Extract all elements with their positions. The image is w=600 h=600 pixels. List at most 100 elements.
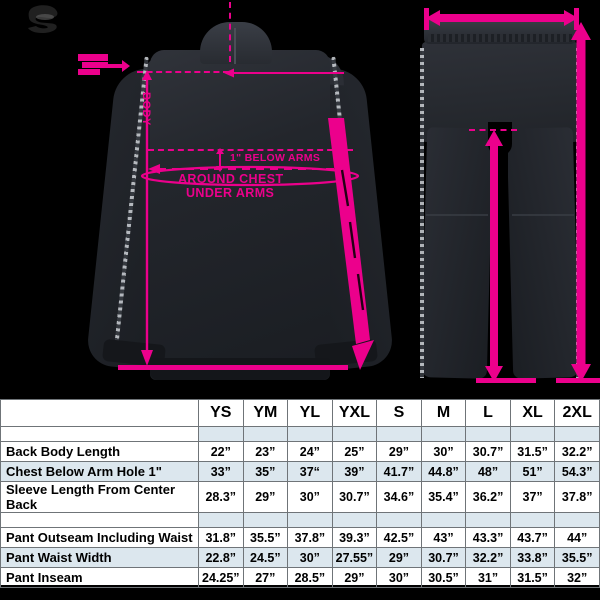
measurement-cell: 35” — [242, 461, 289, 482]
measurement-cell: 30” — [287, 547, 333, 568]
garment-illustration-area: BODY 1" BELOW ARMS AROUND — [8, 2, 600, 383]
shoulder-dashed-line — [137, 71, 229, 73]
spacer-cell — [465, 426, 511, 442]
measurement-cell: 31.8” — [198, 527, 244, 548]
header-cell-s: S — [376, 399, 422, 427]
measurement-cell: 30.7” — [331, 481, 378, 513]
spacer-cell-label — [0, 512, 199, 528]
shoulder-width-arrow — [224, 66, 344, 78]
measurement-cell: 35.4” — [420, 481, 467, 513]
measurement-cell: 33” — [198, 461, 244, 482]
measurement-cell: 27” — [242, 567, 289, 588]
measurement-cell: 30.7” — [465, 441, 511, 462]
table-row: Pant Outseam Including Waist 31.8” 35.5” 37… — [0, 527, 600, 548]
measurement-cell: 29” — [242, 481, 289, 513]
row-label: Chest Below Arm Hole 1" — [0, 461, 199, 482]
measurement-cell: 39.3” — [331, 527, 378, 548]
measurement-cell: 31.5” — [509, 441, 556, 462]
table-row: Chest Below Arm Hole 1" 33” 35” 37“ 39” 41.7”… — [0, 461, 600, 482]
header-cell-ys: YS — [198, 399, 244, 427]
measurement-cell: 44” — [554, 527, 600, 548]
measurement-cell: 39” — [331, 461, 378, 482]
row-label: Pant Outseam Including Waist — [0, 527, 199, 548]
size-chart-table: YS YM YL YXL S M L XL 2XL Back Body Leng… — [0, 399, 600, 588]
measurement-cell: 37“ — [287, 461, 333, 482]
measurement-cell: 29” — [376, 441, 422, 462]
outseam-arrow — [570, 22, 592, 382]
skull-logo-icon — [28, 5, 58, 33]
measurement-cell: 35.5” — [242, 527, 289, 548]
brand-wordmark — [8, 34, 88, 48]
jacket-body — [150, 50, 330, 380]
pants-left-knee-seam — [426, 214, 488, 216]
measurement-cell: 31” — [465, 567, 511, 588]
spacer-cell — [242, 426, 289, 442]
measurement-cell: 29” — [376, 547, 422, 568]
header-cell-xl: XL — [509, 399, 556, 427]
measurement-cell: 37.8” — [287, 527, 333, 548]
body-label: BODY — [140, 92, 152, 126]
chest-label-line2: UNDER ARMS — [186, 186, 275, 200]
measurement-cell: 34.6” — [376, 481, 422, 513]
spacer-cell-label — [0, 426, 199, 442]
measurement-cell: 37.8” — [554, 481, 600, 513]
measurement-cell: 22.8” — [198, 547, 244, 568]
table-spacer-row — [0, 426, 600, 442]
measurement-cell: 25” — [331, 441, 378, 462]
spacer-cell — [376, 426, 422, 442]
chest-label-line1: AROUND CHEST — [178, 172, 284, 186]
row-label: Back Body Length — [0, 441, 199, 462]
measurement-cell: 32.2” — [554, 441, 600, 462]
spacer-cell — [465, 512, 511, 528]
measurement-cell: 23” — [242, 441, 289, 462]
spacer-cell — [331, 426, 378, 442]
measurement-cell: 51” — [509, 461, 556, 482]
spacer-cell — [287, 512, 333, 528]
waist-width-arrow — [424, 6, 580, 30]
spacer-cell — [420, 426, 467, 442]
measurement-cell: 30” — [376, 567, 422, 588]
measurement-cell: 37” — [509, 481, 556, 513]
measurement-cell: 33.8” — [509, 547, 556, 568]
inseam-arrow — [483, 130, 505, 382]
table-row: Pant Waist Width 22.8” 24.5” 30” 27.55” 29” 30… — [0, 547, 600, 568]
jacket-zipper — [234, 28, 236, 64]
measurement-cell: 27.55” — [331, 547, 378, 568]
measurement-cell: 24.25” — [198, 567, 244, 588]
spacer-cell — [420, 512, 467, 528]
shoulder-pointer-arrow — [78, 52, 130, 80]
measurement-cell: 41.7” — [376, 461, 422, 482]
measurement-cell: 43.7” — [509, 527, 556, 548]
header-cell-l: L — [465, 399, 511, 427]
measurement-cell: 28.5” — [287, 567, 333, 588]
table-header-row: YS YM YL YXL S M L XL 2XL — [0, 399, 600, 427]
measurement-cell: 30” — [287, 481, 333, 513]
header-cell-ym: YM — [242, 399, 289, 427]
jacket-collar — [200, 22, 272, 64]
measurement-cell: 29” — [331, 567, 378, 588]
spacer-cell — [376, 512, 422, 528]
crotch-dashed-line — [469, 129, 517, 131]
row-label: Pant Waist Width — [0, 547, 199, 568]
spacer-cell — [509, 426, 556, 442]
measurement-cell: 54.3” — [554, 461, 600, 482]
measurement-cell: 35.5” — [554, 547, 600, 568]
measurement-cell: 36.2” — [465, 481, 511, 513]
brand-logo — [8, 4, 88, 52]
chest-dashed-line — [148, 149, 353, 151]
measurement-cell: 30.7” — [420, 547, 467, 568]
row-label: Sleeve Length From Center Back — [0, 481, 199, 513]
measurement-cell: 24.5” — [242, 547, 289, 568]
measurement-cell: 42.5” — [376, 527, 422, 548]
measurement-cell: 30” — [420, 441, 467, 462]
measurement-cell: 32” — [554, 567, 600, 588]
measurement-cell: 24” — [287, 441, 333, 462]
jacket-hem-baseline — [118, 365, 348, 370]
pants-left-seam-stripe — [420, 48, 424, 378]
measurement-cell: 43” — [420, 527, 467, 548]
header-cell-yxl: YXL — [331, 399, 378, 427]
below-arms-label: 1" BELOW ARMS — [230, 152, 321, 164]
table-body: Back Body Length 22” 23” 24” 25” 29” 30” 30.7” 3… — [0, 426, 600, 588]
table-row: Back Body Length 22” 23” 24” 25” 29” 30” 30.7” 3… — [0, 441, 600, 462]
